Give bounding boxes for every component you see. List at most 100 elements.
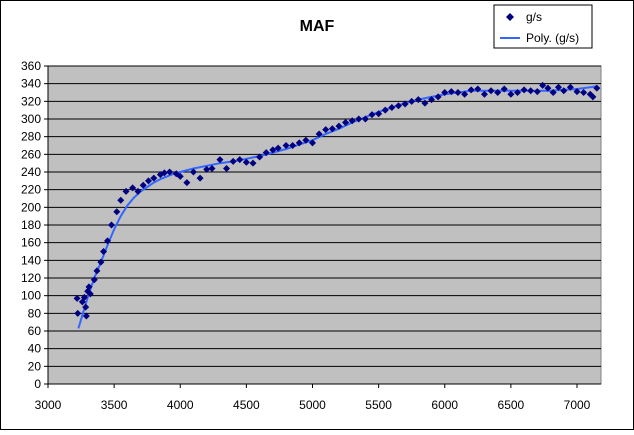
data-point-gs <box>467 86 475 94</box>
data-point-gs <box>236 156 244 164</box>
x-tick-label: 7000 <box>564 398 591 412</box>
data-point-gs <box>487 87 495 95</box>
y-tick-label: 280 <box>21 130 41 144</box>
data-point-gs <box>82 312 90 320</box>
data-point-gs <box>166 168 174 176</box>
data-point-gs <box>274 144 282 152</box>
data-point-gs <box>560 87 568 95</box>
data-point-gs <box>494 89 502 96</box>
y-tick-label: 140 <box>21 253 41 267</box>
legend-label-poly: Poly. (g/s) <box>526 31 579 45</box>
data-point-gs <box>368 111 376 119</box>
data-point-gs <box>361 115 369 123</box>
y-tick-label: 240 <box>21 165 41 179</box>
data-point-gs <box>500 85 508 93</box>
data-point-gs <box>589 93 597 101</box>
data-point-gs <box>82 303 90 311</box>
x-tick-label: 4000 <box>167 398 194 412</box>
data-point-gs <box>117 196 125 204</box>
data-point-gs <box>90 276 98 284</box>
data-point-gs <box>408 97 416 105</box>
data-point-gs <box>566 83 574 91</box>
legend-label-gs: g/s <box>526 10 542 24</box>
data-point-gs <box>507 90 515 98</box>
data-point-gs <box>80 293 88 301</box>
data-point-gs <box>150 174 158 182</box>
data-point-gs <box>322 126 330 134</box>
data-point-gs <box>388 104 396 112</box>
x-tick-label: 3000 <box>35 398 62 412</box>
data-point-gs <box>421 99 429 107</box>
data-point-gs <box>183 179 191 187</box>
data-point-gs <box>309 139 316 147</box>
data-point-gs <box>100 248 108 255</box>
data-point-gs <box>176 172 184 180</box>
data-point-gs <box>527 87 535 95</box>
data-point-gs <box>73 294 81 302</box>
data-point-gs <box>97 258 105 266</box>
y-tick-label: 200 <box>21 200 41 214</box>
data-point-gs <box>434 93 442 101</box>
data-point-gs <box>262 149 270 157</box>
x-tick-label: 5500 <box>365 398 392 412</box>
data-point-gs <box>381 106 389 114</box>
x-tick-label: 6000 <box>431 398 458 412</box>
legend: g/s Poly. (g/s) <box>493 4 593 49</box>
data-point-gs <box>93 267 101 275</box>
data-point-gs <box>295 139 303 147</box>
data-point-gs <box>160 169 168 177</box>
data-point-gs <box>573 88 581 96</box>
y-tick-label: 340 <box>21 77 41 91</box>
data-point-gs <box>86 290 94 298</box>
data-point-gs <box>461 90 469 98</box>
data-point-gs <box>593 84 601 92</box>
legend-marker-holder <box>506 13 514 21</box>
data-point-gs <box>223 164 231 172</box>
x-axis: 3000 3500 4000 4500 5000 5500 6000 6500 7000 <box>35 383 601 412</box>
data-point-gs <box>328 125 336 133</box>
data-point-gs <box>315 130 323 138</box>
data-point-gs <box>533 88 541 96</box>
data-point-gs <box>289 142 297 149</box>
y-tick-label: 100 <box>21 289 41 303</box>
data-point-gs <box>454 89 462 96</box>
data-point-gs <box>335 122 343 130</box>
data-point-gs <box>122 187 130 195</box>
y-tick-label: 220 <box>21 183 41 197</box>
data-point-gs <box>474 85 482 93</box>
data-point-gs <box>342 119 350 127</box>
data-point-gs <box>249 159 257 167</box>
data-point-gs <box>129 184 137 192</box>
data-point-gs <box>269 146 277 154</box>
data-point-gs <box>139 181 147 189</box>
data-point-gs <box>401 100 409 108</box>
y-tick-label: 20 <box>28 359 42 373</box>
data-point-gs <box>208 164 216 172</box>
data-point-gs <box>107 221 115 229</box>
data-point-gs <box>74 309 82 317</box>
data-point-gs <box>520 86 528 94</box>
y-axis: 0 20 40 60 80 100 120 140 160 180 200 220 240 260 280 3… <box>21 59 49 391</box>
data-point-gs <box>256 153 264 161</box>
chart-title: MAF <box>300 18 335 35</box>
grid-lines <box>48 65 601 367</box>
y-tick-label: 120 <box>21 271 41 285</box>
y-tick-label: 60 <box>28 324 42 338</box>
data-point-gs <box>580 89 588 96</box>
data-point-gs <box>428 96 436 104</box>
data-point-gs <box>414 96 422 104</box>
data-point-gs <box>203 165 211 173</box>
data-point-gs <box>355 115 363 123</box>
y-tick-label: 320 <box>21 94 41 108</box>
data-point-gs <box>441 89 449 96</box>
data-point-gs <box>134 187 142 195</box>
data-point-gs <box>242 158 250 166</box>
data-point-gs <box>189 168 197 176</box>
data-point-gs <box>104 237 112 245</box>
data-point-gs <box>480 90 488 98</box>
data-point-gs <box>85 283 93 291</box>
y-tick-label: 40 <box>28 342 42 356</box>
series-layer <box>73 81 601 329</box>
data-point-gs <box>282 142 290 149</box>
data-point-gs <box>394 102 402 110</box>
